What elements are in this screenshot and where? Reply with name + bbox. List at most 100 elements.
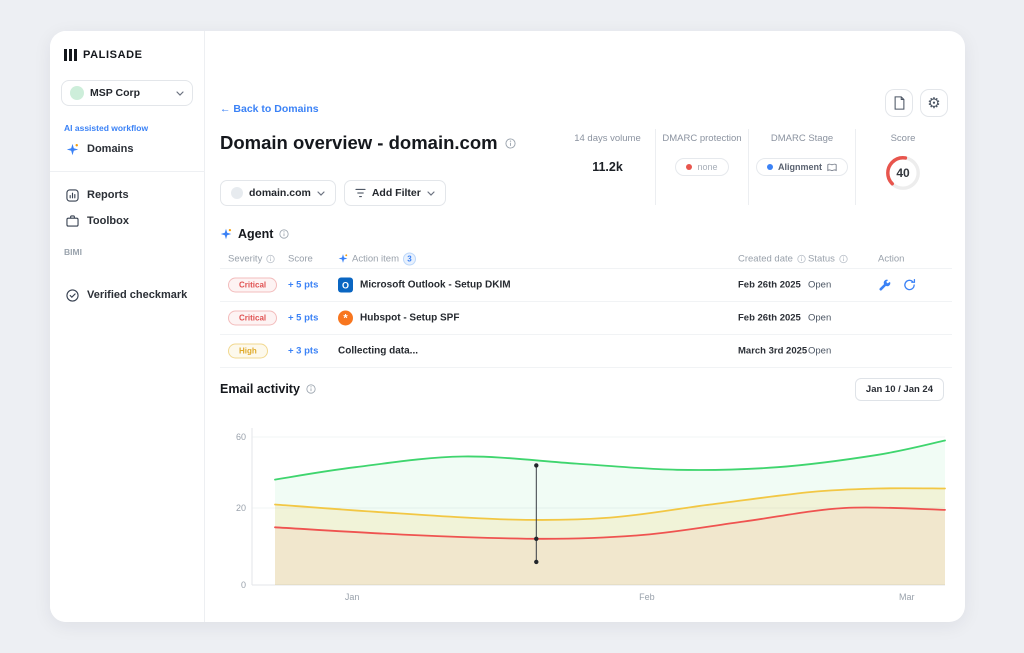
- chevron-down-icon: [427, 190, 435, 196]
- dmarc-stage-badge[interactable]: Alignment: [756, 158, 848, 176]
- status-value: Open: [808, 345, 832, 357]
- book-icon: [827, 163, 837, 171]
- stats-strip: 14 days volume 11.2k DMARC protection no…: [560, 129, 950, 205]
- page-title: Domain overview - domain.com: [220, 132, 498, 153]
- created-date: Feb 26th 2025: [738, 312, 801, 324]
- svg-text:0: 0: [241, 580, 246, 590]
- sidebar-section-bimi: BIMI: [64, 247, 82, 257]
- action-item-cell: * Hubspot - Setup SPF: [338, 310, 460, 326]
- action-item-cell: O Microsoft Outlook - Setup DKIM: [338, 277, 511, 293]
- sidebar-item-label: Domains: [87, 143, 134, 155]
- column-action: Action: [878, 253, 905, 264]
- sidebar-item-reports[interactable]: Reports: [50, 183, 205, 207]
- sparkle-icon: [338, 254, 348, 263]
- action-item-label: Hubspot - Setup SPF: [360, 312, 460, 324]
- svg-text:Mar: Mar: [899, 592, 915, 602]
- main-content: ← Back to Domains ⚙ Domain overview - do…: [205, 31, 965, 622]
- stat-dmarc-protection: DMARC protection none: [655, 129, 748, 205]
- severity-badge: Critical: [228, 310, 278, 326]
- stat-score: Score 40: [855, 129, 950, 205]
- info-icon[interactable]: [505, 137, 516, 149]
- briefcase-icon: [66, 215, 79, 227]
- add-filter-button[interactable]: Add Filter: [343, 180, 446, 206]
- palisade-logo-icon: [64, 49, 77, 61]
- domain-avatar: [231, 187, 243, 199]
- score-gauge: 40: [884, 154, 922, 192]
- org-avatar: [70, 86, 84, 100]
- action-item-cell: Collecting data...: [338, 346, 418, 357]
- table-header: Severity Score Action item 3 Created dat…: [220, 249, 952, 269]
- sidebar-section-ai-workflow: AI assisted workflow: [64, 123, 149, 133]
- created-date: March 3rd 2025: [738, 345, 808, 357]
- row-actions: [878, 278, 916, 292]
- sidebar-item-verified-checkmark[interactable]: Verified checkmark: [50, 283, 205, 307]
- table-row[interactable]: Critical + 5 pts * Hubspot - Setup SPF F…: [220, 302, 952, 335]
- settings-button[interactable]: ⚙: [920, 89, 948, 117]
- org-selector[interactable]: MSP Corp: [61, 80, 193, 106]
- email-activity-chart[interactable]: 60 20 0 Jan Feb Mar: [220, 416, 955, 606]
- rerun-icon[interactable]: [903, 278, 916, 292]
- document-button[interactable]: [885, 89, 913, 117]
- logo-text: PALISADE: [83, 49, 143, 61]
- wrench-icon[interactable]: [878, 279, 891, 292]
- info-icon[interactable]: [306, 384, 316, 394]
- column-status: Status: [808, 253, 848, 264]
- gear-icon: ⚙: [927, 94, 941, 112]
- info-icon[interactable]: [266, 254, 275, 263]
- org-name: MSP Corp: [90, 87, 140, 99]
- sidebar-item-label: Reports: [87, 189, 129, 201]
- column-severity: Severity: [228, 253, 275, 264]
- sidebar-item-domains[interactable]: Domains: [50, 137, 205, 161]
- chevron-down-icon: [176, 90, 184, 96]
- sidebar-item-label: Toolbox: [87, 215, 129, 227]
- svg-text:20: 20: [236, 503, 246, 513]
- info-icon[interactable]: [797, 254, 806, 263]
- status-value: Open: [808, 279, 832, 291]
- column-created-date: Created date: [738, 253, 806, 264]
- info-icon[interactable]: [279, 229, 290, 239]
- created-date: Feb 26th 2025: [738, 279, 801, 291]
- outlook-icon: O: [338, 277, 353, 293]
- stat-label: DMARC Stage: [770, 133, 834, 144]
- table-row[interactable]: High + 3 pts Collecting data... March 3r…: [220, 335, 952, 368]
- chevron-down-icon: [317, 190, 325, 196]
- action-item-label: Collecting data...: [338, 345, 419, 357]
- score-gauge-arc: [886, 156, 920, 190]
- blue-dot-icon: [767, 164, 773, 170]
- score-points: + 3 pts: [288, 345, 319, 357]
- header-actions: ⚙: [885, 89, 948, 117]
- action-item-count-badge: 3: [403, 252, 416, 265]
- sparkle-icon: [66, 143, 79, 155]
- filter-icon: [355, 188, 366, 198]
- document-icon: [894, 96, 904, 110]
- red-dot-icon: [686, 164, 693, 170]
- dmarc-protection-badge[interactable]: none: [675, 158, 729, 176]
- hubspot-icon: *: [338, 310, 353, 326]
- stat-volume: 14 days volume 11.2k: [560, 129, 655, 205]
- table-row[interactable]: Critical + 5 pts O Microsoft Outlook - S…: [220, 269, 952, 302]
- svg-text:Jan: Jan: [345, 592, 360, 602]
- filter-row: domain.com Add Filter: [220, 180, 446, 206]
- sidebar-item-label: Verified checkmark: [87, 289, 188, 301]
- agent-title: Agent: [238, 227, 274, 241]
- column-score: Score: [288, 253, 313, 264]
- app-window: PALISADE MSP Corp AI assisted workflow D…: [50, 31, 965, 622]
- check-circle-icon: [66, 288, 79, 302]
- email-activity-header: Email activity: [220, 382, 316, 396]
- domain-select-value: domain.com: [249, 187, 311, 199]
- back-to-domains-link[interactable]: ← Back to Domains: [220, 103, 319, 115]
- domain-select[interactable]: domain.com: [220, 180, 336, 206]
- table-body: Critical + 5 pts O Microsoft Outlook - S…: [220, 269, 952, 368]
- title-row: Domain overview - domain.com: [220, 132, 516, 154]
- status-value: Open: [808, 312, 832, 324]
- sparkle-icon: [220, 228, 232, 240]
- sidebar-item-toolbox[interactable]: Toolbox: [50, 209, 205, 233]
- severity-badge: High: [228, 343, 268, 359]
- add-filter-label: Add Filter: [371, 187, 421, 199]
- info-icon[interactable]: [839, 254, 848, 263]
- svg-text:60: 60: [236, 432, 246, 442]
- sidebar: PALISADE MSP Corp AI assisted workflow D…: [50, 31, 205, 622]
- sidebar-divider: [50, 171, 205, 172]
- column-action-item: Action item 3: [338, 252, 416, 265]
- date-range-button[interactable]: Jan 10 / Jan 24: [854, 378, 944, 401]
